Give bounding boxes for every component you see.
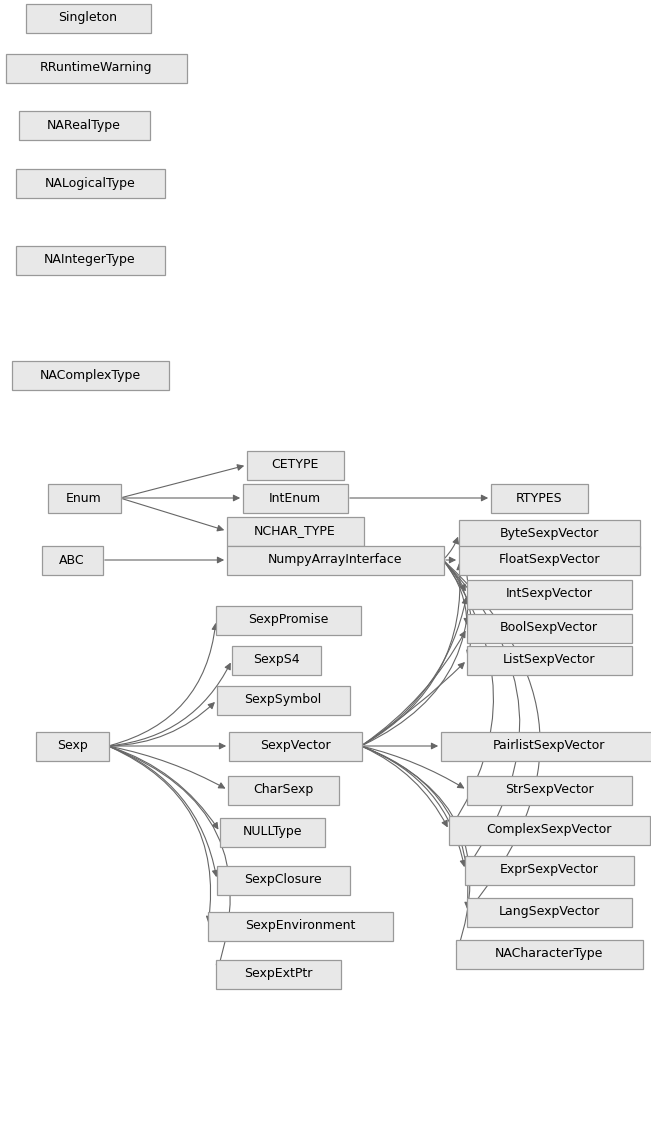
- Text: FloatSexpVector: FloatSexpVector: [498, 554, 600, 566]
- FancyBboxPatch shape: [465, 855, 633, 885]
- Text: IntSexpVector: IntSexpVector: [505, 588, 592, 600]
- FancyBboxPatch shape: [490, 483, 587, 513]
- FancyBboxPatch shape: [227, 775, 339, 805]
- FancyBboxPatch shape: [247, 450, 344, 480]
- FancyBboxPatch shape: [243, 483, 348, 513]
- FancyBboxPatch shape: [217, 865, 350, 895]
- FancyBboxPatch shape: [227, 516, 363, 546]
- FancyBboxPatch shape: [458, 520, 639, 548]
- Text: SexpSymbol: SexpSymbol: [244, 694, 322, 706]
- Text: NULLType: NULLType: [242, 825, 302, 838]
- Text: CETYPE: CETYPE: [271, 458, 319, 472]
- FancyBboxPatch shape: [467, 646, 631, 674]
- FancyBboxPatch shape: [215, 960, 340, 988]
- Text: Sexp: Sexp: [57, 739, 87, 753]
- Text: NALogicalType: NALogicalType: [45, 176, 135, 190]
- FancyBboxPatch shape: [467, 897, 631, 927]
- Text: SexpS4: SexpS4: [253, 654, 299, 666]
- Text: SexpEnvironment: SexpEnvironment: [245, 920, 355, 932]
- FancyBboxPatch shape: [48, 483, 120, 513]
- Text: Singleton: Singleton: [59, 11, 117, 25]
- Text: LangSexpVector: LangSexpVector: [499, 905, 600, 919]
- FancyBboxPatch shape: [5, 53, 186, 83]
- Text: CharSexp: CharSexp: [253, 783, 313, 797]
- FancyBboxPatch shape: [227, 546, 443, 574]
- FancyBboxPatch shape: [449, 815, 650, 845]
- Text: RRuntimeWarning: RRuntimeWarning: [40, 61, 152, 75]
- Text: IntEnum: IntEnum: [269, 491, 321, 505]
- FancyBboxPatch shape: [467, 614, 631, 642]
- FancyBboxPatch shape: [16, 168, 165, 198]
- FancyBboxPatch shape: [456, 939, 643, 969]
- FancyBboxPatch shape: [219, 818, 324, 847]
- Text: BoolSexpVector: BoolSexpVector: [500, 622, 598, 634]
- Text: NARealType: NARealType: [47, 118, 121, 132]
- Text: ABC: ABC: [59, 554, 85, 566]
- Text: NACharacterType: NACharacterType: [495, 947, 603, 961]
- Text: PairlistSexpVector: PairlistSexpVector: [493, 739, 605, 753]
- FancyBboxPatch shape: [217, 686, 350, 714]
- Text: NAComplexType: NAComplexType: [40, 368, 141, 382]
- Text: ByteSexpVector: ByteSexpVector: [499, 528, 599, 540]
- FancyBboxPatch shape: [229, 731, 361, 761]
- Text: SexpVector: SexpVector: [260, 739, 330, 753]
- Text: NumpyArrayInterface: NumpyArrayInterface: [268, 554, 402, 566]
- Text: ComplexSexpVector: ComplexSexpVector: [486, 823, 612, 837]
- FancyBboxPatch shape: [215, 606, 361, 634]
- Text: NCHAR_TYPE: NCHAR_TYPE: [254, 524, 336, 538]
- FancyBboxPatch shape: [467, 580, 631, 608]
- Text: ListSexpVector: ListSexpVector: [503, 654, 595, 666]
- FancyBboxPatch shape: [42, 546, 102, 574]
- FancyBboxPatch shape: [441, 731, 651, 761]
- FancyBboxPatch shape: [36, 731, 109, 761]
- FancyBboxPatch shape: [18, 110, 150, 140]
- FancyBboxPatch shape: [208, 912, 393, 940]
- FancyBboxPatch shape: [12, 360, 169, 390]
- FancyBboxPatch shape: [458, 546, 639, 574]
- Text: ExprSexpVector: ExprSexpVector: [499, 863, 598, 877]
- Text: SexpClosure: SexpClosure: [244, 873, 322, 887]
- FancyBboxPatch shape: [232, 646, 320, 674]
- Text: NAIntegerType: NAIntegerType: [44, 254, 136, 266]
- Text: SexpExtPtr: SexpExtPtr: [244, 968, 312, 980]
- Text: SexpPromise: SexpPromise: [248, 614, 328, 626]
- Text: StrSexpVector: StrSexpVector: [505, 783, 593, 797]
- FancyBboxPatch shape: [16, 246, 165, 274]
- FancyBboxPatch shape: [25, 3, 150, 33]
- Text: RTYPES: RTYPES: [516, 491, 562, 505]
- FancyBboxPatch shape: [467, 775, 631, 805]
- Text: Enum: Enum: [66, 491, 102, 505]
